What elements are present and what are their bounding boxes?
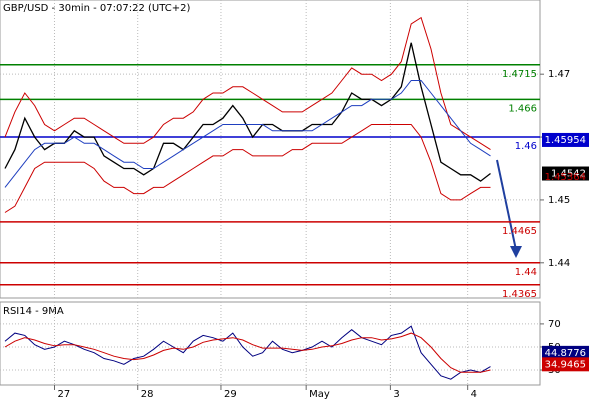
y-tick-label: 1.47 (548, 69, 570, 80)
series-line (4, 16, 491, 151)
y-tick-label: 1.44 (548, 258, 570, 269)
x-tick-label: May (309, 389, 330, 400)
series-line (4, 325, 491, 380)
chart-title: GBP/USD - 30min - 07:07:22 (UTC+2) (3, 3, 190, 14)
series-line (4, 80, 491, 188)
series-line (4, 332, 491, 373)
price-tag: 1.45954 (545, 135, 586, 146)
y-tick-label: 70 (548, 319, 561, 330)
level-label: 1.46 (515, 141, 537, 152)
y-tick-label: 1.45 (548, 195, 570, 206)
arrow-head (510, 246, 522, 258)
x-tick-label: 3 (393, 389, 399, 400)
x-tick-label: 28 (141, 389, 154, 400)
price-tag-box (542, 166, 589, 181)
price-tag: 1.45364 (545, 172, 586, 183)
price-panel (0, 0, 541, 299)
forecast-arrow (496, 159, 517, 251)
price-tag-box (542, 132, 589, 147)
series-line (4, 124, 491, 213)
x-tick-label: 27 (57, 389, 70, 400)
level-label: 1.466 (508, 103, 537, 114)
level-label: 1.44 (515, 267, 537, 278)
level-label: 1.4365 (502, 289, 537, 300)
price-tag: 34.9465 (545, 359, 586, 370)
price-tag-box (542, 345, 589, 360)
x-tick-label: 4 (471, 389, 477, 400)
series-line (4, 42, 491, 182)
price-tag: 44.8776 (545, 348, 586, 359)
rsi-title: RSI14 - 9MA (3, 306, 64, 317)
price-tag: 1.4542 (551, 169, 586, 180)
x-tick-label: 29 (224, 389, 237, 400)
price-tag-box (542, 357, 589, 372)
level-label: 1.4715 (502, 69, 537, 80)
level-label: 1.4465 (502, 226, 537, 237)
